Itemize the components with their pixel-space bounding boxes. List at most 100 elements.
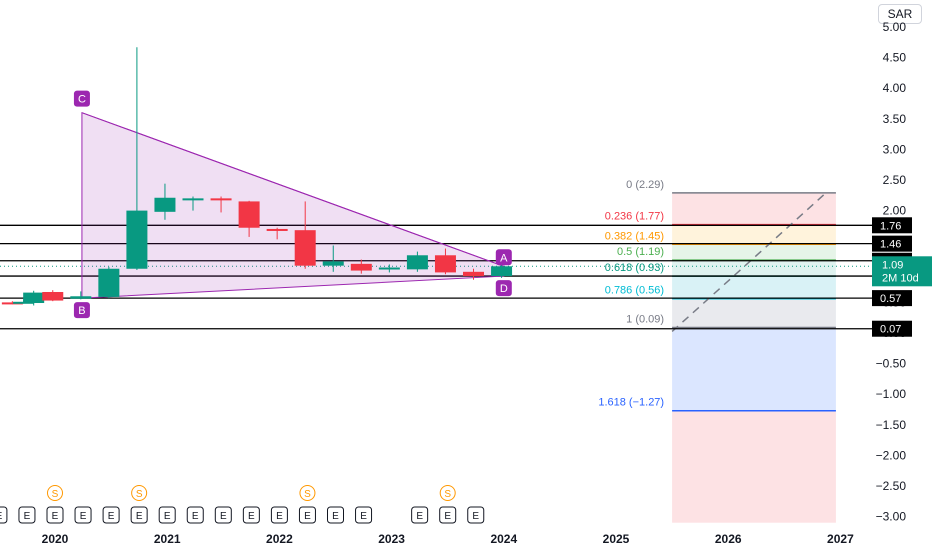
pattern-point-badge <box>73 90 90 107</box>
y-axis-tick: −1.50 <box>876 418 907 432</box>
candle <box>23 290 45 306</box>
candle-body <box>154 197 176 212</box>
earnings-label: E <box>304 511 311 522</box>
earnings-badge <box>102 506 120 524</box>
x-axis-tick: 2021 <box>154 532 181 546</box>
candle <box>182 196 204 211</box>
pattern-upper-line <box>81 112 504 267</box>
fib-zone <box>672 327 836 411</box>
candle-body <box>378 267 400 270</box>
pattern-point-c: C <box>73 90 90 107</box>
current-price-value: 1.09 <box>882 259 903 271</box>
candle <box>266 227 288 240</box>
earnings-marker: E <box>158 506 176 524</box>
fib-zone <box>672 260 836 277</box>
candle-body <box>182 198 204 201</box>
earnings-label: E <box>52 511 59 522</box>
earnings-label: E <box>416 511 423 522</box>
price-label-box <box>872 290 912 307</box>
y-axis-tick: 4.50 <box>883 51 907 65</box>
earnings-label: E <box>360 511 367 522</box>
y-axis-tick: 3.50 <box>883 112 907 126</box>
earnings-marker: E <box>0 506 8 524</box>
fib-level-label: 0.382 (1.45) <box>605 230 664 242</box>
earnings-label: E <box>220 511 227 522</box>
dividend-label: S <box>52 489 59 500</box>
earnings-badge <box>327 506 344 524</box>
dividend-marker: S <box>299 485 316 501</box>
price-label: 0.57 <box>872 290 912 307</box>
pattern-point-label: B <box>78 305 85 317</box>
candle <box>491 263 513 278</box>
x-axis-tick: 2022 <box>266 532 293 546</box>
earnings-label: E <box>136 511 143 522</box>
pattern-point-label: D <box>500 283 508 295</box>
earnings-marker: E <box>74 506 92 524</box>
earnings-label: E <box>24 511 31 522</box>
earnings-marker: E <box>18 506 36 524</box>
dividend-marker: S <box>131 485 148 501</box>
candle-body <box>434 255 456 273</box>
candle <box>238 200 260 237</box>
y-axis-tick: −2.00 <box>876 448 907 462</box>
earnings-badge <box>214 506 232 524</box>
pattern-point-badge <box>495 249 512 266</box>
earnings-badge <box>0 506 8 524</box>
dividend-label: S <box>444 489 451 500</box>
price-label-box <box>872 235 912 252</box>
candle-body <box>463 271 485 277</box>
currency-button[interactable]: SAR <box>878 4 922 24</box>
candle-body <box>322 261 344 266</box>
candle <box>378 264 400 273</box>
fib-zone <box>672 410 836 523</box>
earnings-badge <box>130 506 148 524</box>
price-label-text: 1.76 <box>880 220 901 232</box>
earnings-marker: E <box>467 506 485 524</box>
earnings-badge <box>439 506 457 524</box>
earnings-badge <box>270 506 288 524</box>
fib-trend-line <box>671 192 827 333</box>
earnings-marker: E <box>242 506 260 524</box>
dividend-label: S <box>304 489 311 500</box>
fib-zone <box>672 244 836 261</box>
earnings-badge <box>18 506 36 524</box>
earnings-label: E <box>332 511 339 522</box>
candle <box>70 291 92 300</box>
earnings-badge <box>158 506 176 524</box>
earnings-badge <box>186 506 204 524</box>
earnings-label: E <box>192 511 199 522</box>
candle-body <box>238 201 260 228</box>
y-axis-tick: 2.50 <box>883 173 907 187</box>
price-label-text: 0.07 <box>880 324 901 336</box>
candle <box>42 290 64 302</box>
current-price-countdown: 2M 10d <box>882 272 919 284</box>
fib-level-label: 1 (0.09) <box>626 313 664 325</box>
candle <box>406 251 428 272</box>
earnings-badge <box>46 506 64 524</box>
y-axis-tick: −0.50 <box>876 357 907 371</box>
dividend-badge <box>47 485 63 501</box>
dividend-marker: S <box>47 485 63 501</box>
y-axis-tick: −2.50 <box>876 479 907 493</box>
fib-zone <box>672 192 836 225</box>
dividend-badge <box>439 485 456 501</box>
candle <box>322 245 344 272</box>
candle-body <box>126 210 148 269</box>
price-label: 0.07 <box>872 320 912 337</box>
pattern-point-label: C <box>78 94 86 106</box>
fib-level-label: 1.618 (−1.27) <box>598 397 664 409</box>
candle-body <box>1 302 23 305</box>
earnings-marker: E <box>355 506 373 524</box>
candle-body <box>42 291 64 301</box>
earnings-badge <box>411 506 429 524</box>
earnings-label: E <box>108 511 115 522</box>
earnings-label: E <box>444 511 451 522</box>
earnings-marker: E <box>130 506 148 524</box>
earnings-label: E <box>248 511 255 522</box>
fib-level-label: 0.5 (1.19) <box>617 246 664 258</box>
y-axis-tick: 5.00 <box>883 20 907 34</box>
pattern-point-d: D <box>495 280 512 297</box>
dividend-badge <box>299 485 316 501</box>
fib-zone <box>672 298 836 328</box>
